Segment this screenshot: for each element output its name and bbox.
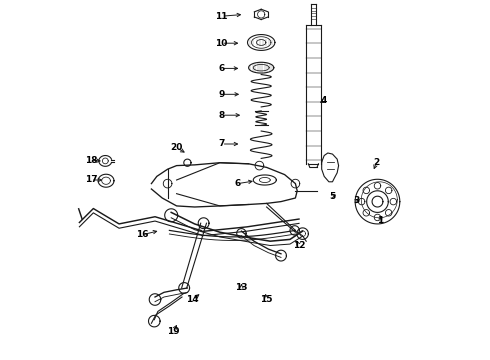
Text: 11: 11 [215, 12, 228, 21]
Text: 4: 4 [321, 96, 327, 105]
Text: 9: 9 [219, 90, 225, 99]
Text: 13: 13 [235, 284, 247, 292]
Text: 16: 16 [136, 230, 148, 239]
Text: 6: 6 [219, 64, 225, 73]
Text: 6: 6 [235, 179, 241, 188]
Text: 7: 7 [219, 139, 225, 148]
Text: 17: 17 [85, 175, 97, 184]
Text: 18: 18 [85, 156, 97, 165]
Text: 20: 20 [171, 143, 183, 152]
Text: 3: 3 [353, 197, 360, 205]
Text: 14: 14 [187, 295, 199, 304]
Text: 2: 2 [373, 158, 380, 167]
Text: 19: 19 [167, 328, 179, 336]
Text: 8: 8 [219, 111, 225, 120]
Text: 15: 15 [260, 295, 273, 304]
Text: 12: 12 [293, 241, 305, 250]
Text: 5: 5 [329, 192, 335, 201]
Text: 10: 10 [216, 39, 228, 48]
Text: 1: 1 [377, 216, 383, 225]
